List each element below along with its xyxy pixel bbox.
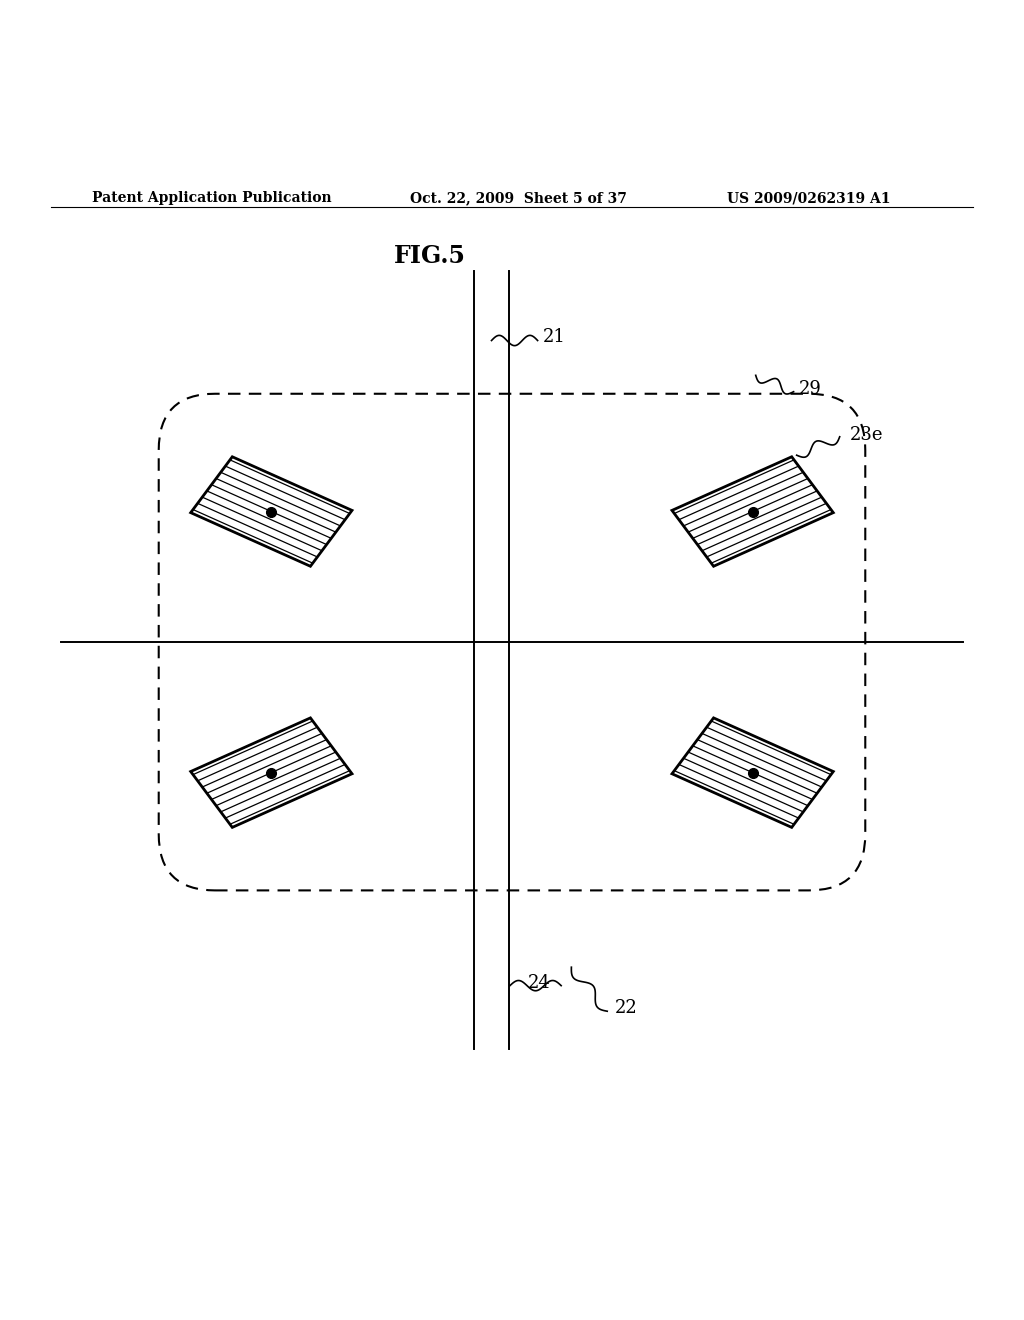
Text: 29: 29 xyxy=(799,380,821,397)
Text: 21: 21 xyxy=(543,329,565,346)
Polygon shape xyxy=(190,457,352,566)
Text: US 2009/0262319 A1: US 2009/0262319 A1 xyxy=(727,191,891,205)
Text: FIG.5: FIG.5 xyxy=(394,243,466,268)
Text: 23e: 23e xyxy=(850,426,884,444)
Text: Patent Application Publication: Patent Application Publication xyxy=(92,191,332,205)
Polygon shape xyxy=(190,718,352,828)
Text: 24: 24 xyxy=(527,974,550,991)
Polygon shape xyxy=(672,457,834,566)
Polygon shape xyxy=(672,718,834,828)
Text: 22: 22 xyxy=(614,999,637,1018)
Text: Oct. 22, 2009  Sheet 5 of 37: Oct. 22, 2009 Sheet 5 of 37 xyxy=(410,191,627,205)
